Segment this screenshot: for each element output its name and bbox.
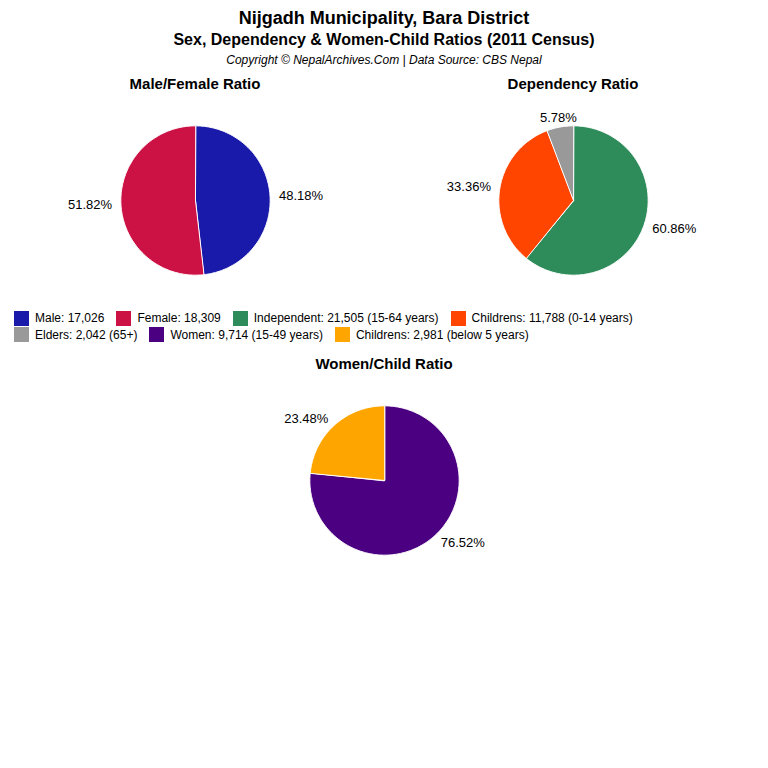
svg-text:33.36%: 33.36% <box>447 179 492 194</box>
html-text:Women/Child Ratio: Women/Child Ratio <box>315 355 453 372</box>
html-text:Female: 18,309: Female: 18,309 <box>137 311 221 326</box>
html-text:Childrens: 11,788 (0-14 years): Childrens: 11,788 (0-14 years) <box>471 311 633 326</box>
html-text:Dependency Ratio: Dependency Ratio <box>507 75 639 92</box>
svg-text:51.82%: 51.82% <box>68 197 113 212</box>
svg-text:23.48%: 23.48% <box>284 411 329 426</box>
svg-text:76.52%: 76.52% <box>441 535 486 550</box>
svg-text:60.86%: 60.86% <box>652 221 697 236</box>
html-text:Male: 17,026: Male: 17,026 <box>35 311 105 326</box>
html-text:Women: 9,714 (15-49 years): Women: 9,714 (15-49 years) <box>170 327 323 342</box>
html-text:Sex, Dependency & Women-Child: Sex, Dependency & Women-Child Ratios (20… <box>173 31 595 48</box>
html-text:Elders: 2,042 (65+): Elders: 2,042 (65+) <box>35 327 138 342</box>
html-text:Male/Female Ratio: Male/Female Ratio <box>129 75 261 92</box>
html-text:Childrens: 2,981 (below 5 year: Childrens: 2,981 (below 5 years) <box>355 327 529 342</box>
svg-text:5.78%: 5.78% <box>540 110 577 125</box>
html-text:Copyright © NepalArchives.Com: Copyright © NepalArchives.Com | Data Sou… <box>226 53 542 67</box>
html-text:Nijgadh Municipality, Bara Dis: Nijgadh Municipality, Bara District <box>238 8 530 28</box>
svg-text:48.18%: 48.18% <box>279 188 324 203</box>
html-text:Independent: 21,505 (15-64 yea: Independent: 21,505 (15-64 years) <box>253 311 439 326</box>
